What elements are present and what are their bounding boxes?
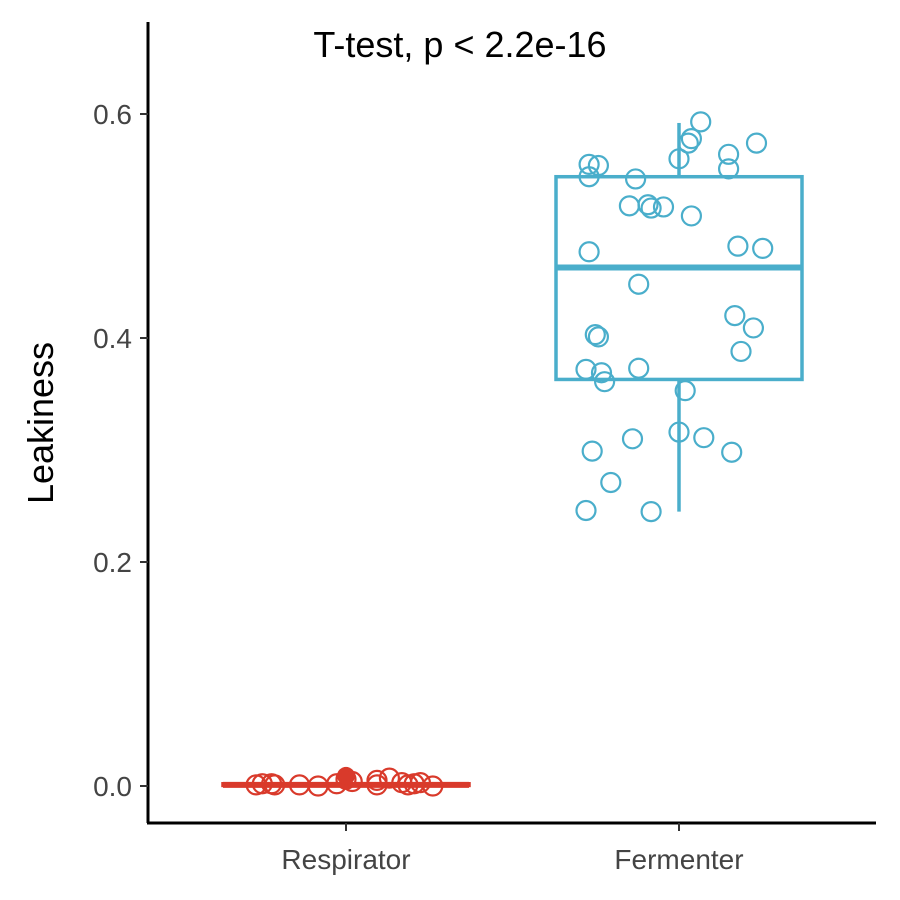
y-tick-label: 0.6 [93,99,132,130]
fermenter-data-point [745,132,768,154]
x-tick-label: Fermenter [614,844,743,875]
fermenter-data-point [717,158,740,180]
respirator-data-point [366,769,388,792]
x-tick-label: Respirator [281,844,410,875]
fermenter-data-point [621,428,644,450]
y-tick-label: 0.2 [93,547,132,578]
respirator-data-point [264,774,286,796]
fermenter-data-point [693,427,715,449]
fermenter-data-point [575,499,597,522]
fermenter-data-point [668,421,690,443]
test-annotation: T-test, p < 2.2e-16 [313,24,606,65]
fermenter-data-point [721,441,743,463]
fermenter-data-point [677,132,699,154]
fermenter-data-point [724,305,746,327]
fermenter-data-point [640,501,662,523]
fermenter-data-point [752,237,774,259]
fermenter-data-point [587,326,610,348]
respirator-data-point [422,775,444,797]
fermenter-data-point [593,371,616,393]
respirator-data-point [341,770,363,793]
fermenter-data-point [730,340,752,363]
fermenter-data-point [581,440,603,462]
y-axis-title: Leakiness [20,342,61,504]
fermenter-data-point [578,241,600,263]
y-tick-label: 0.0 [93,771,132,802]
fermenter-data-point [637,194,659,216]
y-axis-ticks: 0.0 0.2 0.4 0.6 [93,99,148,802]
fermenter-data-point [600,471,622,494]
x-axis-ticks: Respirator Fermenter [281,823,744,875]
fermenter-box [554,174,804,382]
respirator-data-point [409,772,431,794]
fermenter-data-point [624,168,647,190]
fermenter-data-point [584,324,606,346]
fermenter-data-point [590,362,613,384]
fermenter-data-point [680,128,703,150]
respirator-data-point [251,773,273,795]
fermenter-data-point [668,148,690,170]
fermenter-data-point [742,317,765,339]
fermenter-data-point [680,205,703,227]
fermenter-data-point [727,235,749,257]
fermenter-data-point [578,166,600,188]
fermenter-data-point [618,195,641,217]
fermenter-data-point [674,380,696,402]
y-tick-label: 0.4 [93,323,132,354]
respirator-data-point [378,767,400,789]
fermenter-data-point [578,153,600,175]
fermenter-data-point [652,196,675,218]
fermenter-data-point [628,273,650,295]
fermenter-data-point [628,357,650,379]
plot-marks [221,111,804,797]
fermenter-data-point [640,197,662,219]
fermenter-data-point [717,143,740,165]
fermenter-data-point [690,111,712,133]
fermenter-data-point [575,358,597,380]
